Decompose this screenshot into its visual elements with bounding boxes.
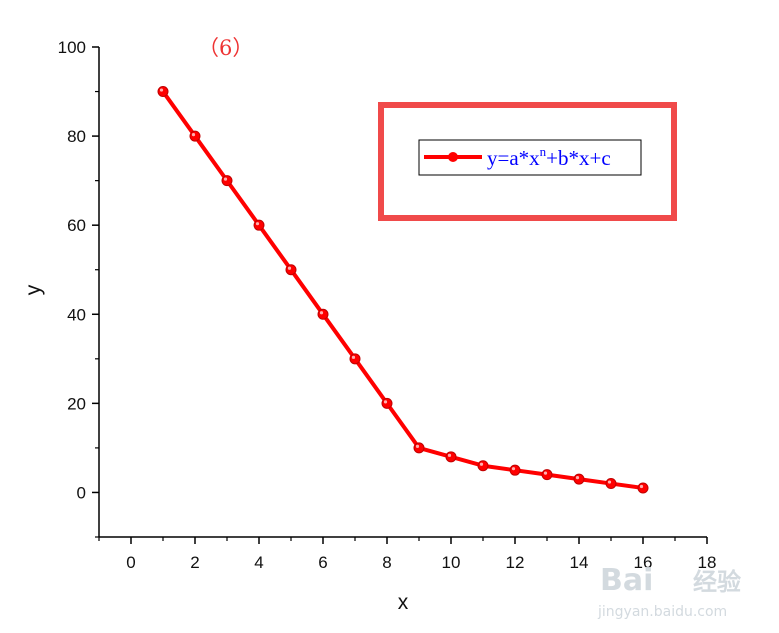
data-point-highlight [351,355,356,359]
y-ticks: 0 20 40 60 80 100 [58,38,99,538]
data-point-highlight [575,475,580,480]
data-point [381,397,393,409]
legend-marker-sample [448,152,458,162]
x-tick-label: 10 [442,553,461,572]
data-point [221,175,233,187]
y-tick-label: 80 [67,127,86,146]
data-point [189,130,201,142]
x-tick-label: 12 [506,553,525,572]
x-ticks: 0 2 4 6 8 10 12 14 16 18 [98,537,717,572]
data-point-highlight [255,222,260,226]
data-point-highlight [319,311,324,315]
data-point-highlight [479,462,484,466]
data-point-highlight [447,453,452,457]
legend-highlight-box [378,102,677,221]
legend-text-superscript: n [540,144,547,159]
data-point [317,308,329,320]
x-tick-label: 6 [318,553,327,572]
data-point-highlight [159,88,164,92]
x-tick-label: 16 [634,553,653,572]
x-tick-label: 8 [382,553,391,572]
data-point [509,464,521,476]
data-point-highlight [511,467,516,471]
data-point [157,86,169,98]
legend-text-main: y=a*x [487,146,540,170]
x-axis-title: x [398,591,409,614]
watermark: Bai 经验 jingyan.baidu.com [597,563,741,620]
data-point [413,442,425,454]
data-point-highlight [415,444,420,449]
legend-text-tail: +b*x+c [546,146,611,170]
x-tick-label: 18 [698,553,717,572]
watermark-url: jingyan.baidu.com [597,604,727,620]
watermark-brand-cn: 经验 [693,568,741,596]
y-axis-title: y [22,284,45,295]
x-tick-label: 0 [126,553,135,572]
y-tick-label: 60 [67,216,86,235]
y-tick-label: 20 [67,394,86,413]
data-point-highlight [223,177,228,181]
data-point [445,451,457,463]
x-tick-label: 2 [190,553,199,572]
data-point [637,482,649,494]
panel-annotation: （6） [198,36,253,60]
data-point-highlight [383,400,388,404]
y-tick-label: 100 [58,38,86,57]
data-point-highlight [607,480,612,484]
x-tick-label: 4 [254,553,263,572]
y-tick-label: 0 [77,483,86,502]
data-point-highlight [543,471,548,475]
data-point [477,460,489,472]
legend-entry-series-1: y=a*xn+b*x+c [487,144,611,170]
data-point [605,478,617,490]
legend: y=a*xn+b*x+c [418,139,642,176]
axes: 0 20 40 60 80 100 0 2 4 6 8 10 12 14 16 18 [58,38,717,572]
data-point-highlight [639,484,644,489]
data-point [573,473,585,485]
data-point-highlight [191,132,196,137]
data-point [285,264,297,276]
watermark-brand: Bai [600,563,653,598]
x-tick-label: 14 [570,553,589,572]
data-point-highlight [287,266,292,270]
data-point [541,469,553,481]
data-point [349,353,361,365]
series-line [161,90,644,490]
data-point [253,219,265,231]
y-tick-label: 40 [67,305,86,324]
series-layer [157,86,649,494]
